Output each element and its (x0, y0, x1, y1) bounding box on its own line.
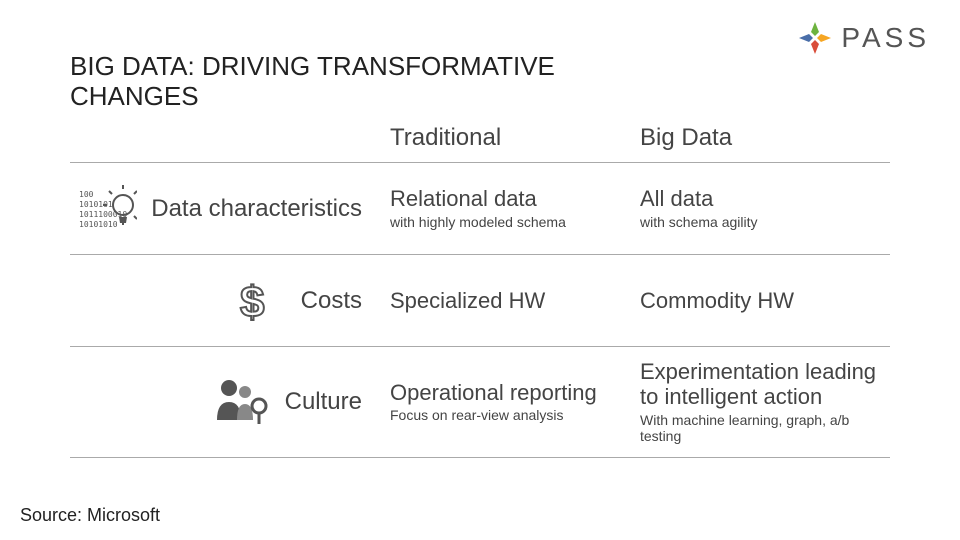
column-header-bigdata: Big Data (630, 118, 890, 163)
svg-text:10101010: 10101010 (79, 220, 118, 229)
svg-text:$: $ (240, 278, 264, 327)
cell-data-bigdata: All data with schema agility (630, 163, 890, 255)
cell-main: Experimentation leading to intelligent a… (640, 359, 880, 410)
row-label-text: Culture (285, 388, 362, 416)
cell-main: All data (640, 186, 880, 211)
slide-title: BIG DATA: DRIVING TRANSFORMATIVE CHANGES (70, 52, 590, 112)
cell-main: Relational data (390, 186, 620, 211)
cell-main: Operational reporting (390, 380, 620, 405)
cell-sub: With machine learning, graph, a/b testin… (640, 412, 880, 446)
row-label-costs: $ Costs (70, 255, 380, 347)
pass-logo-icon (795, 18, 835, 58)
row-label-culture: Culture (70, 347, 380, 458)
row-label-text: Data characteristics (151, 195, 362, 223)
people-magnify-icon (213, 373, 271, 431)
brand-logo: PASS (795, 18, 930, 58)
cell-culture-bigdata: Experimentation leading to intelligent a… (630, 347, 890, 458)
cell-culture-traditional: Operational reporting Focus on rear-view… (380, 347, 630, 458)
cell-data-traditional: Relational data with highly modeled sche… (380, 163, 630, 255)
cell-sub: Focus on rear-view analysis (390, 407, 620, 424)
comparison-table: Traditional Big Data 100 1010101 1011100… (70, 118, 930, 458)
cell-costs-traditional: Specialized HW (380, 255, 630, 347)
cell-sub: with highly modeled schema (390, 214, 620, 231)
cell-costs-bigdata: Commodity HW (630, 255, 890, 347)
column-header-traditional: Traditional (380, 118, 630, 163)
data-binary-bulb-icon: 100 1010101 1011100010 10101010 (79, 180, 137, 238)
table-header-empty (70, 118, 380, 163)
cell-sub: with schema agility (640, 214, 880, 231)
cell-main: Specialized HW (390, 288, 620, 313)
row-label-text: Costs (301, 287, 362, 315)
brand-logo-text: PASS (841, 22, 930, 54)
row-label-data-characteristics: 100 1010101 1011100010 10101010 Data cha… (70, 163, 380, 255)
cell-main: Commodity HW (640, 288, 880, 313)
source-citation: Source: Microsoft (20, 505, 160, 526)
svg-text:1010101: 1010101 (79, 200, 113, 209)
dollar-icon: $ (229, 272, 287, 330)
svg-text:100: 100 (79, 190, 94, 199)
